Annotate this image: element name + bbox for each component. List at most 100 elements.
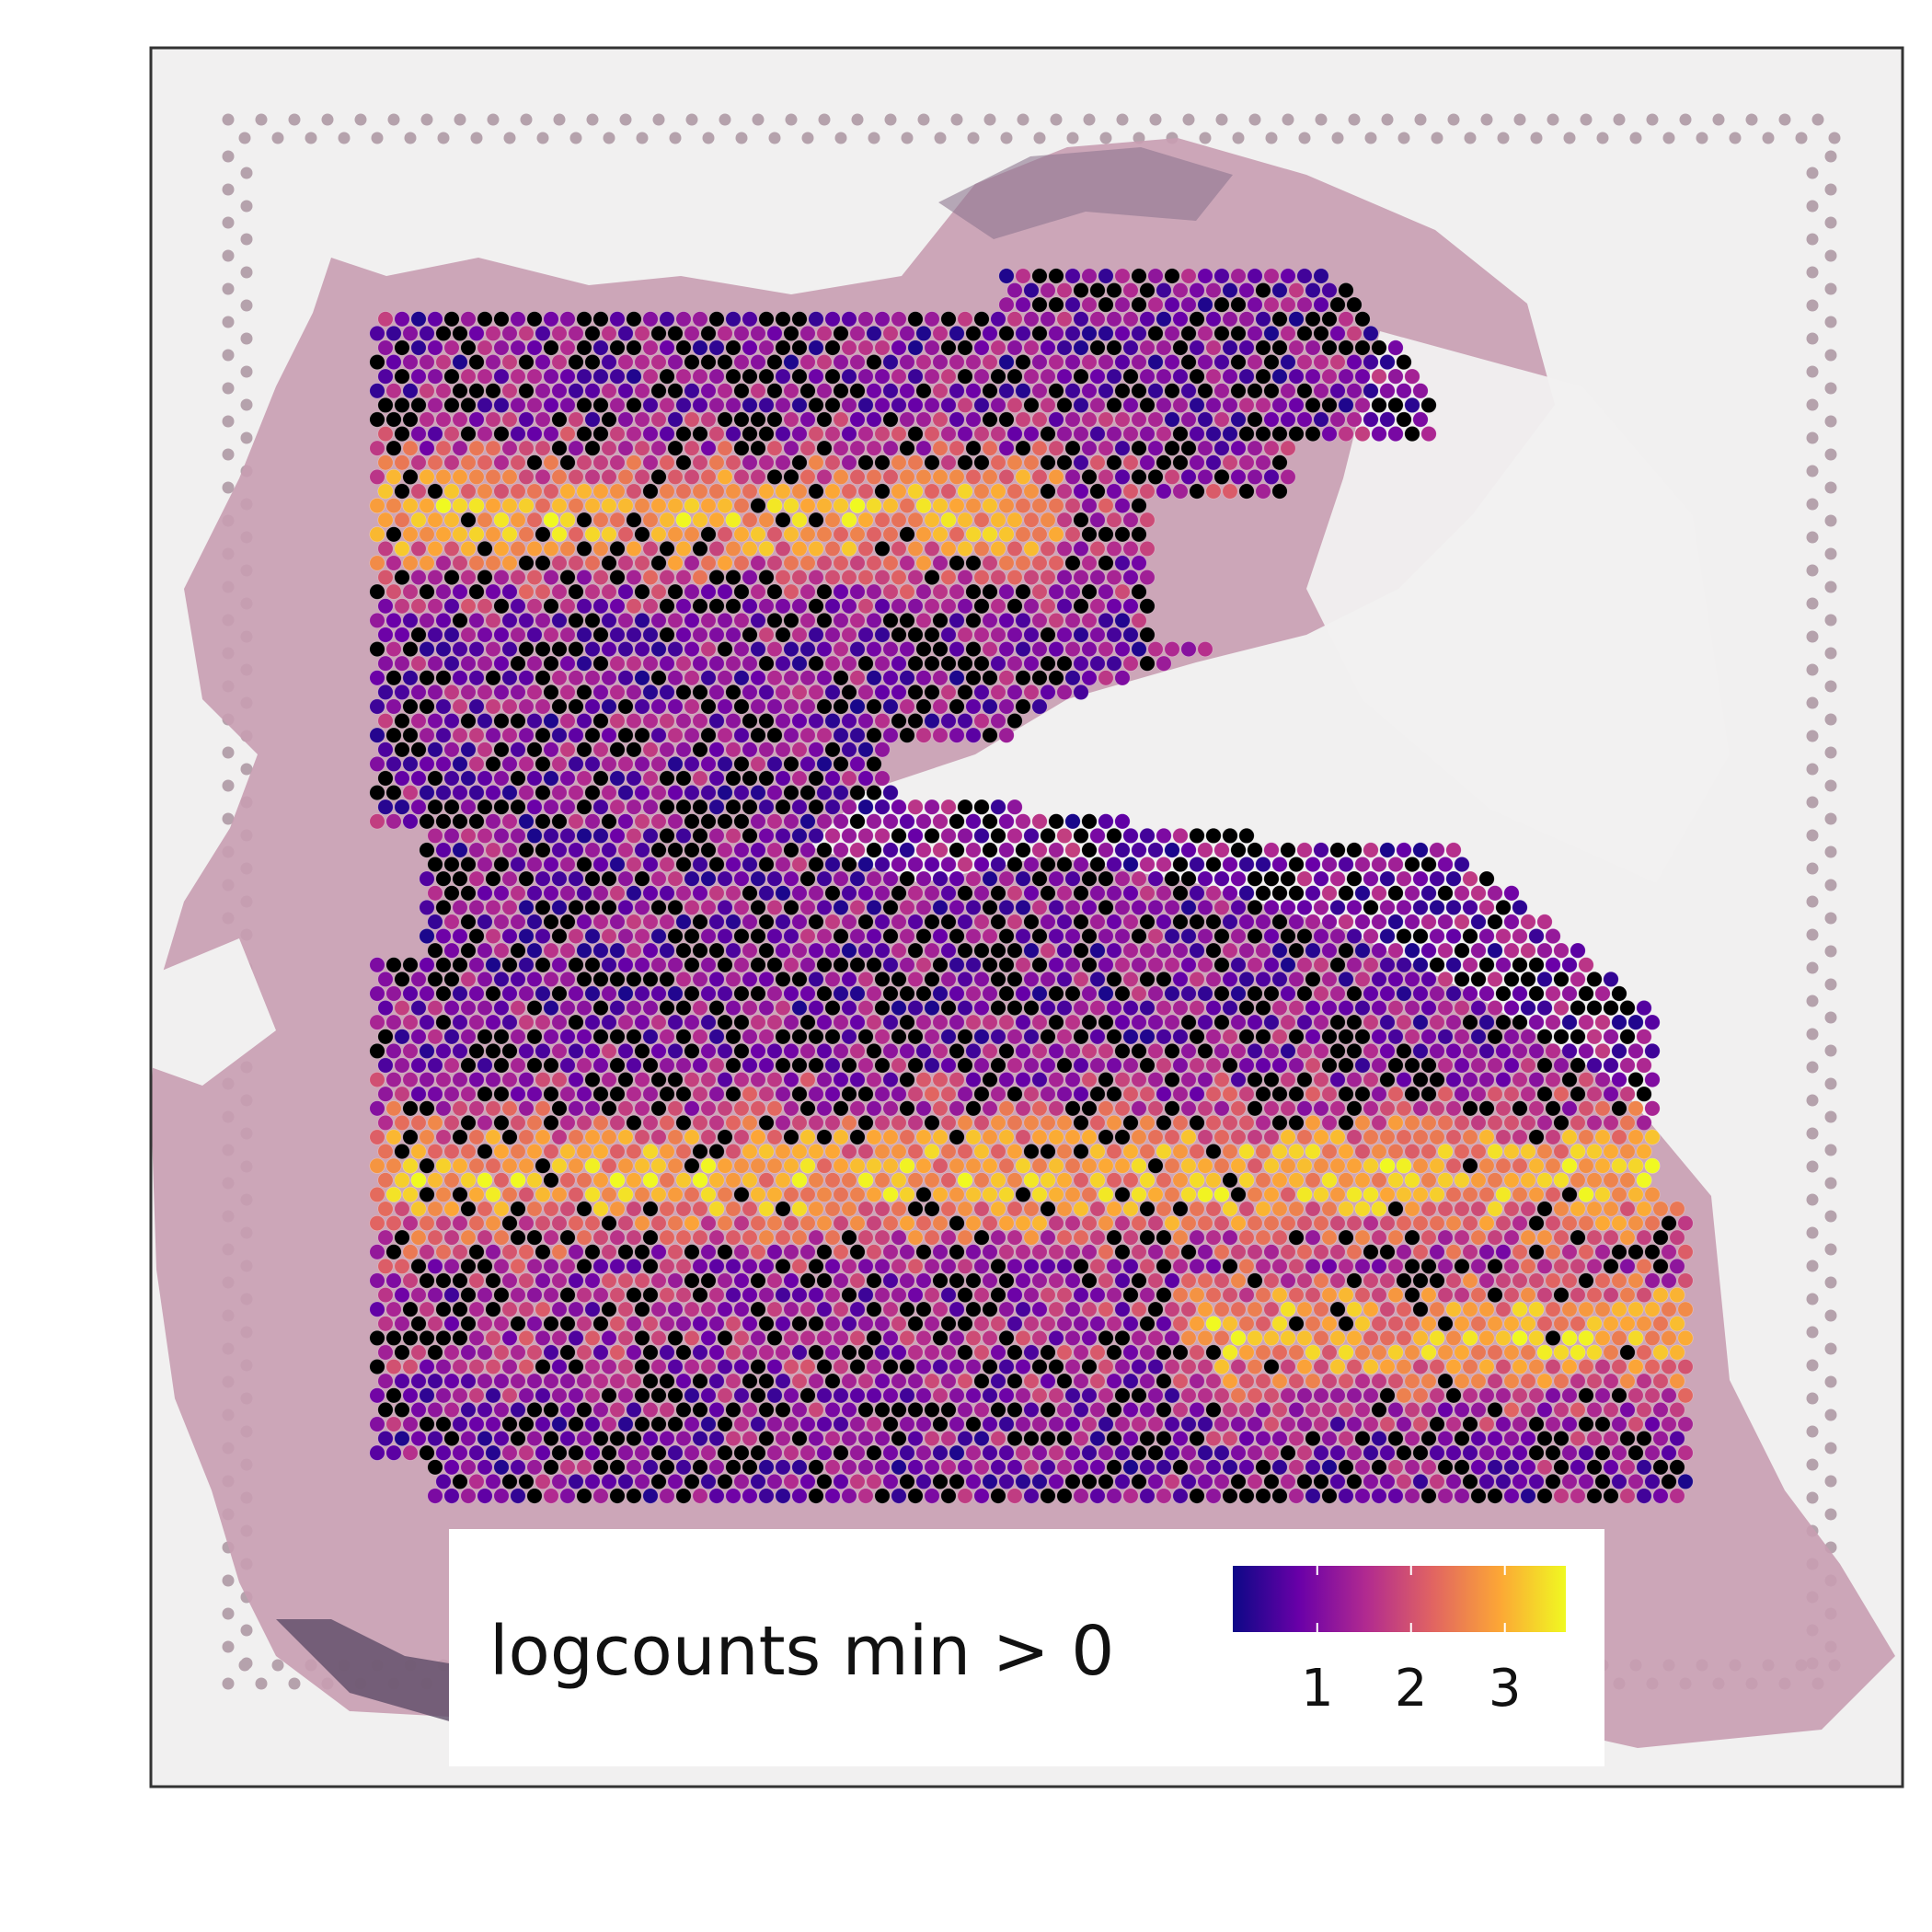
capture-spot [1213,440,1230,456]
capture-spot [435,641,452,658]
capture-spot [949,1301,965,1317]
capture-spot [551,1129,568,1145]
capture-spot [700,813,717,830]
capture-spot [468,1244,485,1260]
capture-spot [1040,1144,1056,1160]
capture-spot [609,311,626,328]
capture-spot [824,1316,841,1332]
capture-spot [675,483,692,500]
capture-spot [617,325,634,341]
capture-spot [965,1042,982,1059]
capture-spot [808,1144,824,1160]
capture-spot [642,1344,659,1361]
capture-spot [733,354,750,371]
capture-spot [1379,1157,1396,1174]
capture-spot [982,1100,998,1117]
capture-spot [410,1172,427,1189]
capture-spot [949,1186,965,1202]
capture-spot [1122,454,1139,471]
capture-spot [866,612,882,628]
capture-spot [742,598,758,615]
capture-spot [576,942,592,959]
capture-spot [1321,1086,1338,1102]
capture-spot [1064,1072,1081,1088]
capture-spot [568,1215,584,1232]
capture-spot [775,1172,791,1189]
capture-spot [1180,440,1197,456]
capture-spot [1172,1144,1189,1160]
capture-spot [443,827,460,844]
capture-spot [576,857,592,873]
capture-spot [766,526,783,543]
capture-spot [477,598,493,615]
capture-spot [866,325,882,341]
capture-spot [708,1201,725,1217]
capture-spot [650,842,667,858]
capture-spot [551,1329,568,1346]
capture-spot [592,1057,609,1074]
capture-spot [1048,957,1064,973]
capture-spot [501,1072,518,1088]
capture-spot [1164,440,1180,456]
capture-spot [1379,1186,1396,1202]
fiducial-dot [1824,183,1837,196]
capture-spot [1197,1272,1213,1289]
capture-spot [717,1244,733,1260]
capture-spot [402,1014,419,1030]
capture-spot [385,727,402,743]
capture-spot [626,942,642,959]
fiducial-dot [240,200,253,213]
capture-spot [493,339,510,356]
capture-spot [742,311,758,328]
capture-spot [1338,426,1354,443]
capture-spot [1098,870,1114,887]
capture-spot [1064,670,1081,686]
capture-spot [1205,282,1222,299]
capture-spot [1114,354,1131,371]
capture-spot [866,1329,882,1346]
capture-spot [824,569,841,586]
capture-spot [733,899,750,915]
capture-spot [518,727,535,743]
capture-spot [1197,296,1213,313]
capture-spot [866,1186,882,1202]
capture-spot [477,799,493,815]
capture-spot [419,1014,435,1030]
capture-spot [1064,985,1081,1002]
capture-spot [1213,268,1230,284]
capture-spot [1089,942,1106,959]
capture-spot [1180,1157,1197,1174]
capture-spot [733,641,750,658]
capture-spot [907,569,924,586]
capture-spot [1429,1272,1445,1289]
capture-spot [1048,526,1064,543]
capture-spot [1503,1229,1520,1246]
capture-spot [1561,1129,1578,1145]
capture-spot [427,627,443,643]
capture-spot [915,411,932,428]
capture-spot [443,942,460,959]
capture-spot [1040,684,1056,700]
capture-spot [601,1329,617,1346]
capture-spot [1263,1329,1280,1346]
capture-spot [650,670,667,686]
capture-spot [915,1014,932,1030]
capture-spot [1006,971,1023,987]
capture-spot [700,755,717,772]
capture-spot [973,1086,990,1102]
capture-spot [998,928,1015,945]
capture-spot [692,1029,708,1045]
capture-spot [659,942,675,959]
capture-spot [1379,870,1396,887]
capture-spot [998,985,1015,1002]
capture-spot [468,755,485,772]
capture-spot [882,1329,899,1346]
capture-spot [1495,1014,1512,1030]
capture-spot [891,569,907,586]
capture-spot [584,1042,601,1059]
capture-spot [932,612,949,628]
capture-spot [1627,1215,1644,1232]
capture-spot [592,311,609,328]
fiducial-dot [1050,113,1063,126]
capture-spot [477,1114,493,1131]
